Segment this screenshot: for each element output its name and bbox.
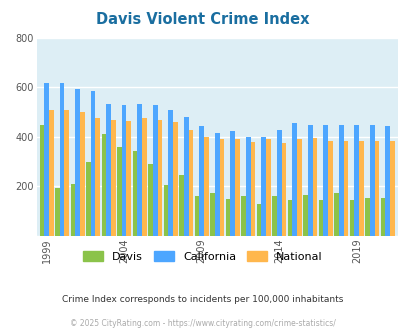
Bar xyxy=(101,135,106,236)
Bar xyxy=(199,126,204,236)
Bar xyxy=(276,130,281,236)
Bar xyxy=(157,120,162,236)
Bar xyxy=(126,121,131,236)
Bar xyxy=(327,141,332,236)
Bar xyxy=(188,130,193,236)
Bar xyxy=(117,147,121,236)
Bar xyxy=(272,196,276,236)
Bar xyxy=(241,196,245,236)
Bar xyxy=(303,195,307,236)
Bar xyxy=(369,124,374,236)
Bar xyxy=(343,141,347,236)
Legend: Davis, California, National: Davis, California, National xyxy=(79,247,326,267)
Bar xyxy=(333,193,338,236)
Bar xyxy=(179,175,183,236)
Bar xyxy=(40,124,44,236)
Bar xyxy=(194,196,199,236)
Bar xyxy=(80,112,84,236)
Bar xyxy=(55,188,60,236)
Bar xyxy=(354,124,358,236)
Bar xyxy=(287,200,292,236)
Bar xyxy=(214,133,219,236)
Bar xyxy=(204,137,208,236)
Bar xyxy=(219,139,224,236)
Bar xyxy=(210,193,214,236)
Bar xyxy=(230,131,234,236)
Bar xyxy=(137,104,142,236)
Bar xyxy=(296,139,301,236)
Bar xyxy=(152,105,157,236)
Bar xyxy=(364,198,369,236)
Bar xyxy=(318,200,323,236)
Bar xyxy=(106,104,111,236)
Bar xyxy=(168,110,173,236)
Text: Davis Violent Crime Index: Davis Violent Crime Index xyxy=(96,12,309,26)
Bar xyxy=(49,110,53,236)
Bar xyxy=(183,117,188,236)
Bar xyxy=(349,200,354,236)
Bar xyxy=(148,164,152,236)
Text: Crime Index corresponds to incidents per 100,000 inhabitants: Crime Index corresponds to incidents per… xyxy=(62,295,343,304)
Bar xyxy=(261,137,265,236)
Bar xyxy=(245,137,250,236)
Bar xyxy=(173,122,177,236)
Bar xyxy=(132,150,137,236)
Bar xyxy=(95,118,100,236)
Bar xyxy=(374,141,378,236)
Bar xyxy=(338,124,343,236)
Bar xyxy=(70,184,75,236)
Bar xyxy=(389,141,394,236)
Bar xyxy=(122,105,126,236)
Bar xyxy=(312,138,316,236)
Bar xyxy=(384,126,389,236)
Bar xyxy=(265,139,270,236)
Bar xyxy=(75,89,80,236)
Bar xyxy=(142,118,146,236)
Bar xyxy=(44,82,49,236)
Bar xyxy=(111,120,115,236)
Bar xyxy=(281,143,286,236)
Bar xyxy=(380,198,384,236)
Bar xyxy=(358,141,363,236)
Bar xyxy=(292,123,296,236)
Bar xyxy=(323,124,327,236)
Bar xyxy=(86,162,91,236)
Bar xyxy=(64,110,69,236)
Bar xyxy=(163,185,168,236)
Bar xyxy=(91,91,95,236)
Bar xyxy=(256,204,261,236)
Bar xyxy=(307,124,312,236)
Bar xyxy=(250,142,255,236)
Bar xyxy=(225,199,230,236)
Bar xyxy=(234,139,239,236)
Bar xyxy=(60,82,64,236)
Text: © 2025 CityRating.com - https://www.cityrating.com/crime-statistics/: © 2025 CityRating.com - https://www.city… xyxy=(70,319,335,328)
